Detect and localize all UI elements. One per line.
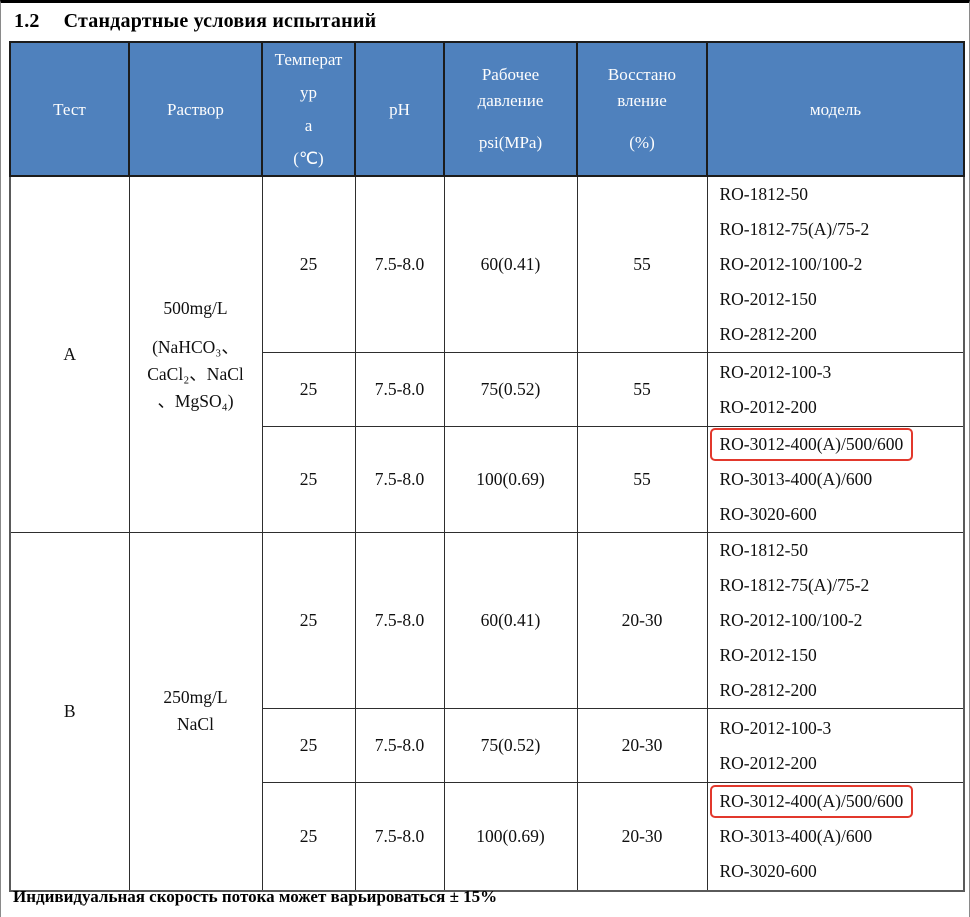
model-label: RO-2012-100/100-2 xyxy=(719,254,863,274)
pressure-cell: 100(0.69) xyxy=(443,782,578,891)
model-label: RO-2012-100-3 xyxy=(719,361,832,382)
model-label: RO-1812-75(A)/75-2 xyxy=(719,575,870,595)
test-cell-a: A xyxy=(9,175,130,533)
column-header-label: модель xyxy=(809,99,862,119)
model-label: RO-3013-400(A)/600 xyxy=(719,825,873,846)
temperature-cell: 25 xyxy=(261,352,356,427)
highlight-box: RO-3012-400(A)/500/600 xyxy=(709,428,914,461)
column-header-label: Рабочее xyxy=(481,65,540,84)
recovery-cell: 55 xyxy=(576,175,708,353)
model-label: RO-2012-100-3 xyxy=(719,717,832,738)
model-cell: RO-1812-50 RO-1812-75(A)/75-2 RO-2012-10… xyxy=(706,532,965,709)
column-header-temperature: Температ ур а (℃) xyxy=(261,41,356,177)
column-header-pressure: Рабочее давление psi(MPa) xyxy=(443,41,578,177)
column-header-label: pH xyxy=(389,99,410,119)
solution-line: CaCl₂、NaCl xyxy=(147,363,244,384)
column-header-label: а xyxy=(304,116,313,135)
model-label: RO-1812-50 xyxy=(719,184,808,204)
temperature-cell: 25 xyxy=(261,782,356,891)
ph-cell: 7.5-8.0 xyxy=(354,175,445,353)
ph-cell: 7.5-8.0 xyxy=(354,532,445,709)
model-label: RO-3013-400(A)/600 xyxy=(719,469,873,489)
solution-line: NaCl xyxy=(177,714,214,735)
column-header-solution: Раствор xyxy=(128,41,263,177)
model-label: RO-3020-600 xyxy=(719,504,817,524)
pressure-cell: 75(0.52) xyxy=(443,352,578,427)
column-header-label: Раствор xyxy=(167,99,224,119)
model-label: RO-2012-200 xyxy=(719,396,817,417)
model-cell: RO-1812-50 RO-1812-75(A)/75-2 RO-2012-10… xyxy=(706,175,965,353)
ph-cell: 7.5-8.0 xyxy=(354,426,445,533)
ph-cell: 7.5-8.0 xyxy=(354,782,445,891)
highlight-box: RO-3012-400(A)/500/600 xyxy=(709,784,914,818)
model-cell: RO-2012-100-3 RO-2012-200 xyxy=(706,352,965,427)
column-header-ph: pH xyxy=(354,41,445,177)
column-header-label: Тест xyxy=(53,99,86,119)
model-label: RO-1812-50 xyxy=(719,540,808,560)
table-header-row: Тест Раствор Температ ур а (℃) pH Рабоче… xyxy=(9,41,965,177)
model-label: RO-3020-600 xyxy=(719,860,817,881)
footnote: Индивидуальная скорость потока может вар… xyxy=(13,887,498,906)
column-header-unit: (℃) xyxy=(293,149,324,168)
section-heading: 1.2 Стандартные условия испытаний xyxy=(1,3,969,33)
temperature-cell: 25 xyxy=(261,426,356,533)
recovery-cell: 55 xyxy=(576,352,708,427)
recovery-cell: 20-30 xyxy=(576,532,708,709)
model-cell: RO-2012-100-3 RO-2012-200 xyxy=(706,708,965,783)
ph-cell: 7.5-8.0 xyxy=(354,708,445,783)
solution-line: (NaHCO₃、 xyxy=(152,336,239,357)
pressure-cell: 100(0.69) xyxy=(443,426,578,533)
solution-line: 500mg/L xyxy=(163,297,228,318)
table-row: A 500mg/L (NaHCO₃、 CaCl₂、NaCl 、MgSO₄) 25… xyxy=(9,175,965,533)
temperature-cell: 25 xyxy=(261,175,356,353)
model-label: RO-2012-150 xyxy=(719,289,817,309)
model-label: RO-3012-400(A)/500/600 xyxy=(719,790,904,811)
model-label: RO-2012-150 xyxy=(719,645,817,665)
temperature-cell: 25 xyxy=(261,708,356,783)
pressure-cell: 60(0.41) xyxy=(443,175,578,353)
model-label: RO-2812-200 xyxy=(719,324,817,344)
test-cell-b: B xyxy=(9,532,130,891)
solution-line: 250mg/L xyxy=(163,687,228,708)
test-conditions-table: Тест Раствор Температ ур а (℃) pH Рабоче… xyxy=(9,41,965,892)
table-row: 25 7.5-8.0 100(0.69) 55 RO-3012-400(A)/5… xyxy=(10,426,965,533)
model-label: RO-2012-200 xyxy=(719,752,817,773)
recovery-cell: 55 xyxy=(576,426,708,533)
column-header-label: давление xyxy=(477,91,544,110)
column-header-label: вление xyxy=(617,91,667,110)
model-label: RO-2812-200 xyxy=(719,680,817,700)
column-header-test: Тест xyxy=(9,41,130,177)
column-header-unit: psi(MPa) xyxy=(478,133,543,152)
temperature-cell: 25 xyxy=(261,532,356,709)
solution-line: 、MgSO₄) xyxy=(157,390,234,411)
table-row: 25 7.5-8.0 75(0.52) 55 RO-2012-100-3 RO-… xyxy=(10,352,965,427)
pressure-cell: 75(0.52) xyxy=(443,708,578,783)
column-header-label: Температ xyxy=(274,50,343,69)
column-header-label: Восстано xyxy=(607,65,677,84)
model-label: RO-3012-400(A)/500/600 xyxy=(719,434,904,454)
model-cell: RO-3012-400(A)/500/600 RO-3013-400(A)/60… xyxy=(706,782,965,891)
solution-cell-a: 500mg/L (NaHCO₃、 CaCl₂、NaCl 、MgSO₄) xyxy=(128,175,263,533)
solution-cell-b: 250mg/L NaCl xyxy=(128,532,263,891)
table-row: B 250mg/L NaCl 25 7.5-8.0 60(0.41) 20-30… xyxy=(9,532,965,891)
column-header-model: модель xyxy=(706,41,965,177)
table-row: 25 7.5-8.0 100(0.69) 20-30 RO-3012-400(A… xyxy=(10,782,965,891)
recovery-cell: 20-30 xyxy=(576,782,708,891)
model-label: RO-2012-100/100-2 xyxy=(719,610,863,630)
ph-cell: 7.5-8.0 xyxy=(354,352,445,427)
table-row: 25 7.5-8.0 75(0.52) 20-30 RO-2012-100-3 … xyxy=(10,708,965,783)
pressure-cell: 60(0.41) xyxy=(443,532,578,709)
column-header-recovery: Восстано вление (%) xyxy=(576,41,708,177)
model-label: RO-1812-75(A)/75-2 xyxy=(719,219,870,239)
column-header-label: ур xyxy=(300,83,317,102)
column-header-unit: (%) xyxy=(629,133,655,152)
section-title: Стандартные условия испытаний xyxy=(63,10,377,32)
section-number: 1.2 xyxy=(14,10,40,32)
recovery-cell: 20-30 xyxy=(576,708,708,783)
model-cell: RO-3012-400(A)/500/600 RO-3013-400(A)/60… xyxy=(706,426,965,533)
